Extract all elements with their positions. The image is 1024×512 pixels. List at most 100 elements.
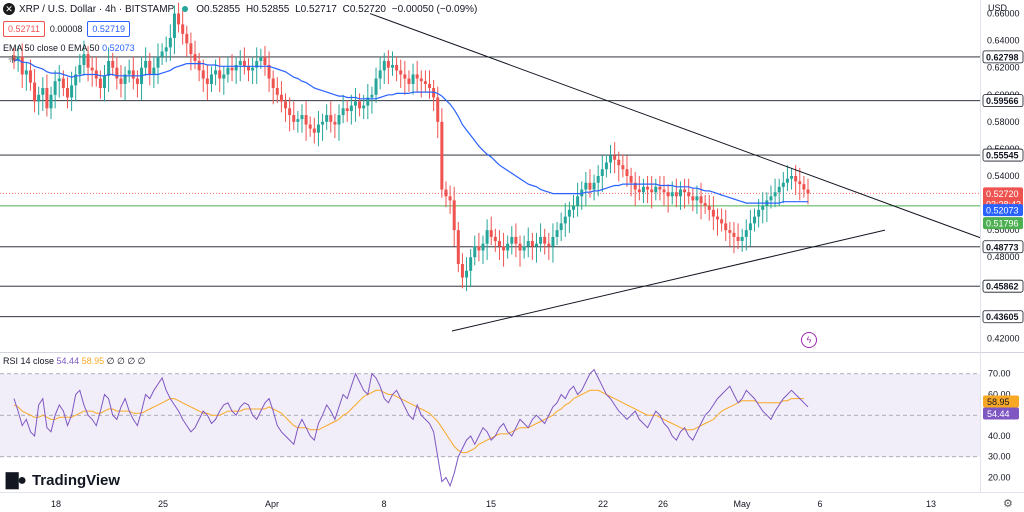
currency-label[interactable]: USD [988, 3, 1008, 13]
price-axis-tick: 0.54000 [987, 171, 1020, 181]
candle-body [345, 108, 349, 112]
candle-body [321, 121, 325, 125]
sell-price-button[interactable]: 0.52711 [3, 21, 45, 37]
buy-price-button[interactable]: 0.52719 [87, 21, 130, 37]
market-open-status-icon [182, 6, 189, 12]
tradingview-brand-name: TradingView [31, 471, 121, 489]
candle-body [20, 56, 24, 75]
candle-body [337, 115, 341, 125]
candle-body [567, 209, 571, 217]
candle-body [185, 33, 189, 44]
level-label-box [982, 240, 1024, 254]
candle-body [695, 196, 699, 201]
support-tag-text: 0.51796 [986, 219, 1019, 229]
candle-body [534, 243, 538, 247]
candle-body [497, 240, 501, 247]
candle-body [485, 230, 489, 244]
level-label-text: 0.55545 [986, 151, 1019, 161]
crosshair-handle-icon[interactable]: ⁜ [8, 54, 18, 66]
trade-buttons: 0.52711 0.00008 0.52719 [3, 21, 130, 37]
candle-body [646, 186, 650, 190]
candle-body [625, 169, 629, 176]
rsi-legend[interactable]: RSI 14 close 54.44 58.95 ∅ ∅ ∅ ∅ [3, 356, 146, 367]
candle-body [691, 196, 695, 201]
candle-body [539, 236, 543, 244]
ohlc-high: H0.52855 [245, 3, 290, 15]
candle-body [650, 189, 654, 193]
candle-body [90, 67, 94, 71]
candle-body [785, 178, 789, 183]
candle-body [777, 186, 781, 193]
price-axis-tick: 0.48000 [987, 252, 1020, 262]
candle-body [452, 200, 456, 231]
flash-icon[interactable]: ϟ [801, 332, 817, 348]
level-label-text: 0.48773 [986, 242, 1019, 252]
time-axis-tick: 15 [486, 499, 496, 509]
price-axis-tick: 0.66000 [987, 9, 1020, 19]
candle-body [300, 115, 304, 120]
candle-body [530, 240, 534, 247]
candle-body [267, 64, 271, 79]
candle-body [12, 55, 16, 61]
candle-body [395, 64, 399, 71]
level-label-box [982, 310, 1024, 324]
candle-body [82, 54, 86, 65]
symbol-title[interactable]: XRP / U.S. Dollar · 4h · BITSTAMP [19, 3, 175, 15]
candle-body [378, 70, 382, 79]
candle-body [428, 83, 432, 88]
candle-body [753, 216, 757, 224]
settings-gear-icon[interactable]: ⚙ [1003, 498, 1013, 510]
candle-body [403, 74, 407, 79]
candle-body [411, 74, 415, 84]
ohlc-values: O0.52855 H0.52855 L0.52717 C0.52720 −0.0… [196, 4, 480, 15]
candle-body [65, 88, 69, 98]
candle-body [255, 60, 259, 68]
candle-body [362, 105, 366, 109]
candle-body [127, 70, 131, 75]
candle-body [604, 162, 608, 170]
candle-body [617, 159, 621, 166]
candle-body [666, 192, 670, 197]
candle-body [481, 243, 485, 251]
chart-header: ✕ XRP / U.S. Dollar · 4h · BITSTAMP O0.5… [0, 0, 480, 18]
candle-body [131, 70, 135, 79]
candle-body [572, 205, 576, 210]
candle-body [637, 189, 641, 193]
candle-body [547, 243, 551, 247]
candle-body [119, 78, 123, 84]
rsi-axis-tick: 30.00 [988, 452, 1011, 462]
candle-body [448, 196, 452, 201]
candle-body [699, 196, 703, 204]
candle-body [197, 60, 201, 71]
candle-body [728, 230, 732, 233]
candle-body [469, 257, 473, 271]
candle-body [325, 115, 329, 122]
ema-legend[interactable]: EMA 50 close 0 EMA 50 0.52073 [3, 43, 135, 53]
candle-body [172, 13, 176, 38]
candle-body [477, 246, 481, 251]
candle-body [514, 236, 518, 244]
candle-body [349, 105, 353, 112]
price-axis-tick: 0.50000 [987, 225, 1020, 235]
candle-body [308, 124, 312, 129]
candle-body [49, 94, 53, 109]
candle-body [160, 51, 164, 57]
ema-legend-label: EMA 50 close 0 EMA 50 [3, 43, 100, 53]
level-label-text: 0.59566 [986, 96, 1019, 106]
time-axis-tick: 18 [51, 499, 61, 509]
rsi-axis-tick: 60.00 [988, 389, 1011, 399]
candle-body [230, 67, 234, 71]
level-label-text: 0.43605 [986, 312, 1019, 322]
time-axis-tick: 26 [658, 499, 668, 509]
price-axis-tick: 0.64000 [987, 36, 1020, 46]
candle-body [436, 97, 440, 122]
candle-body [78, 64, 82, 75]
candle-body [715, 216, 719, 220]
candle-body [703, 203, 707, 206]
candle-body [61, 78, 65, 88]
candle-body [613, 155, 617, 160]
rsi-ma-tag [983, 395, 1019, 408]
candle-body [288, 108, 292, 116]
candle-body [543, 236, 547, 244]
